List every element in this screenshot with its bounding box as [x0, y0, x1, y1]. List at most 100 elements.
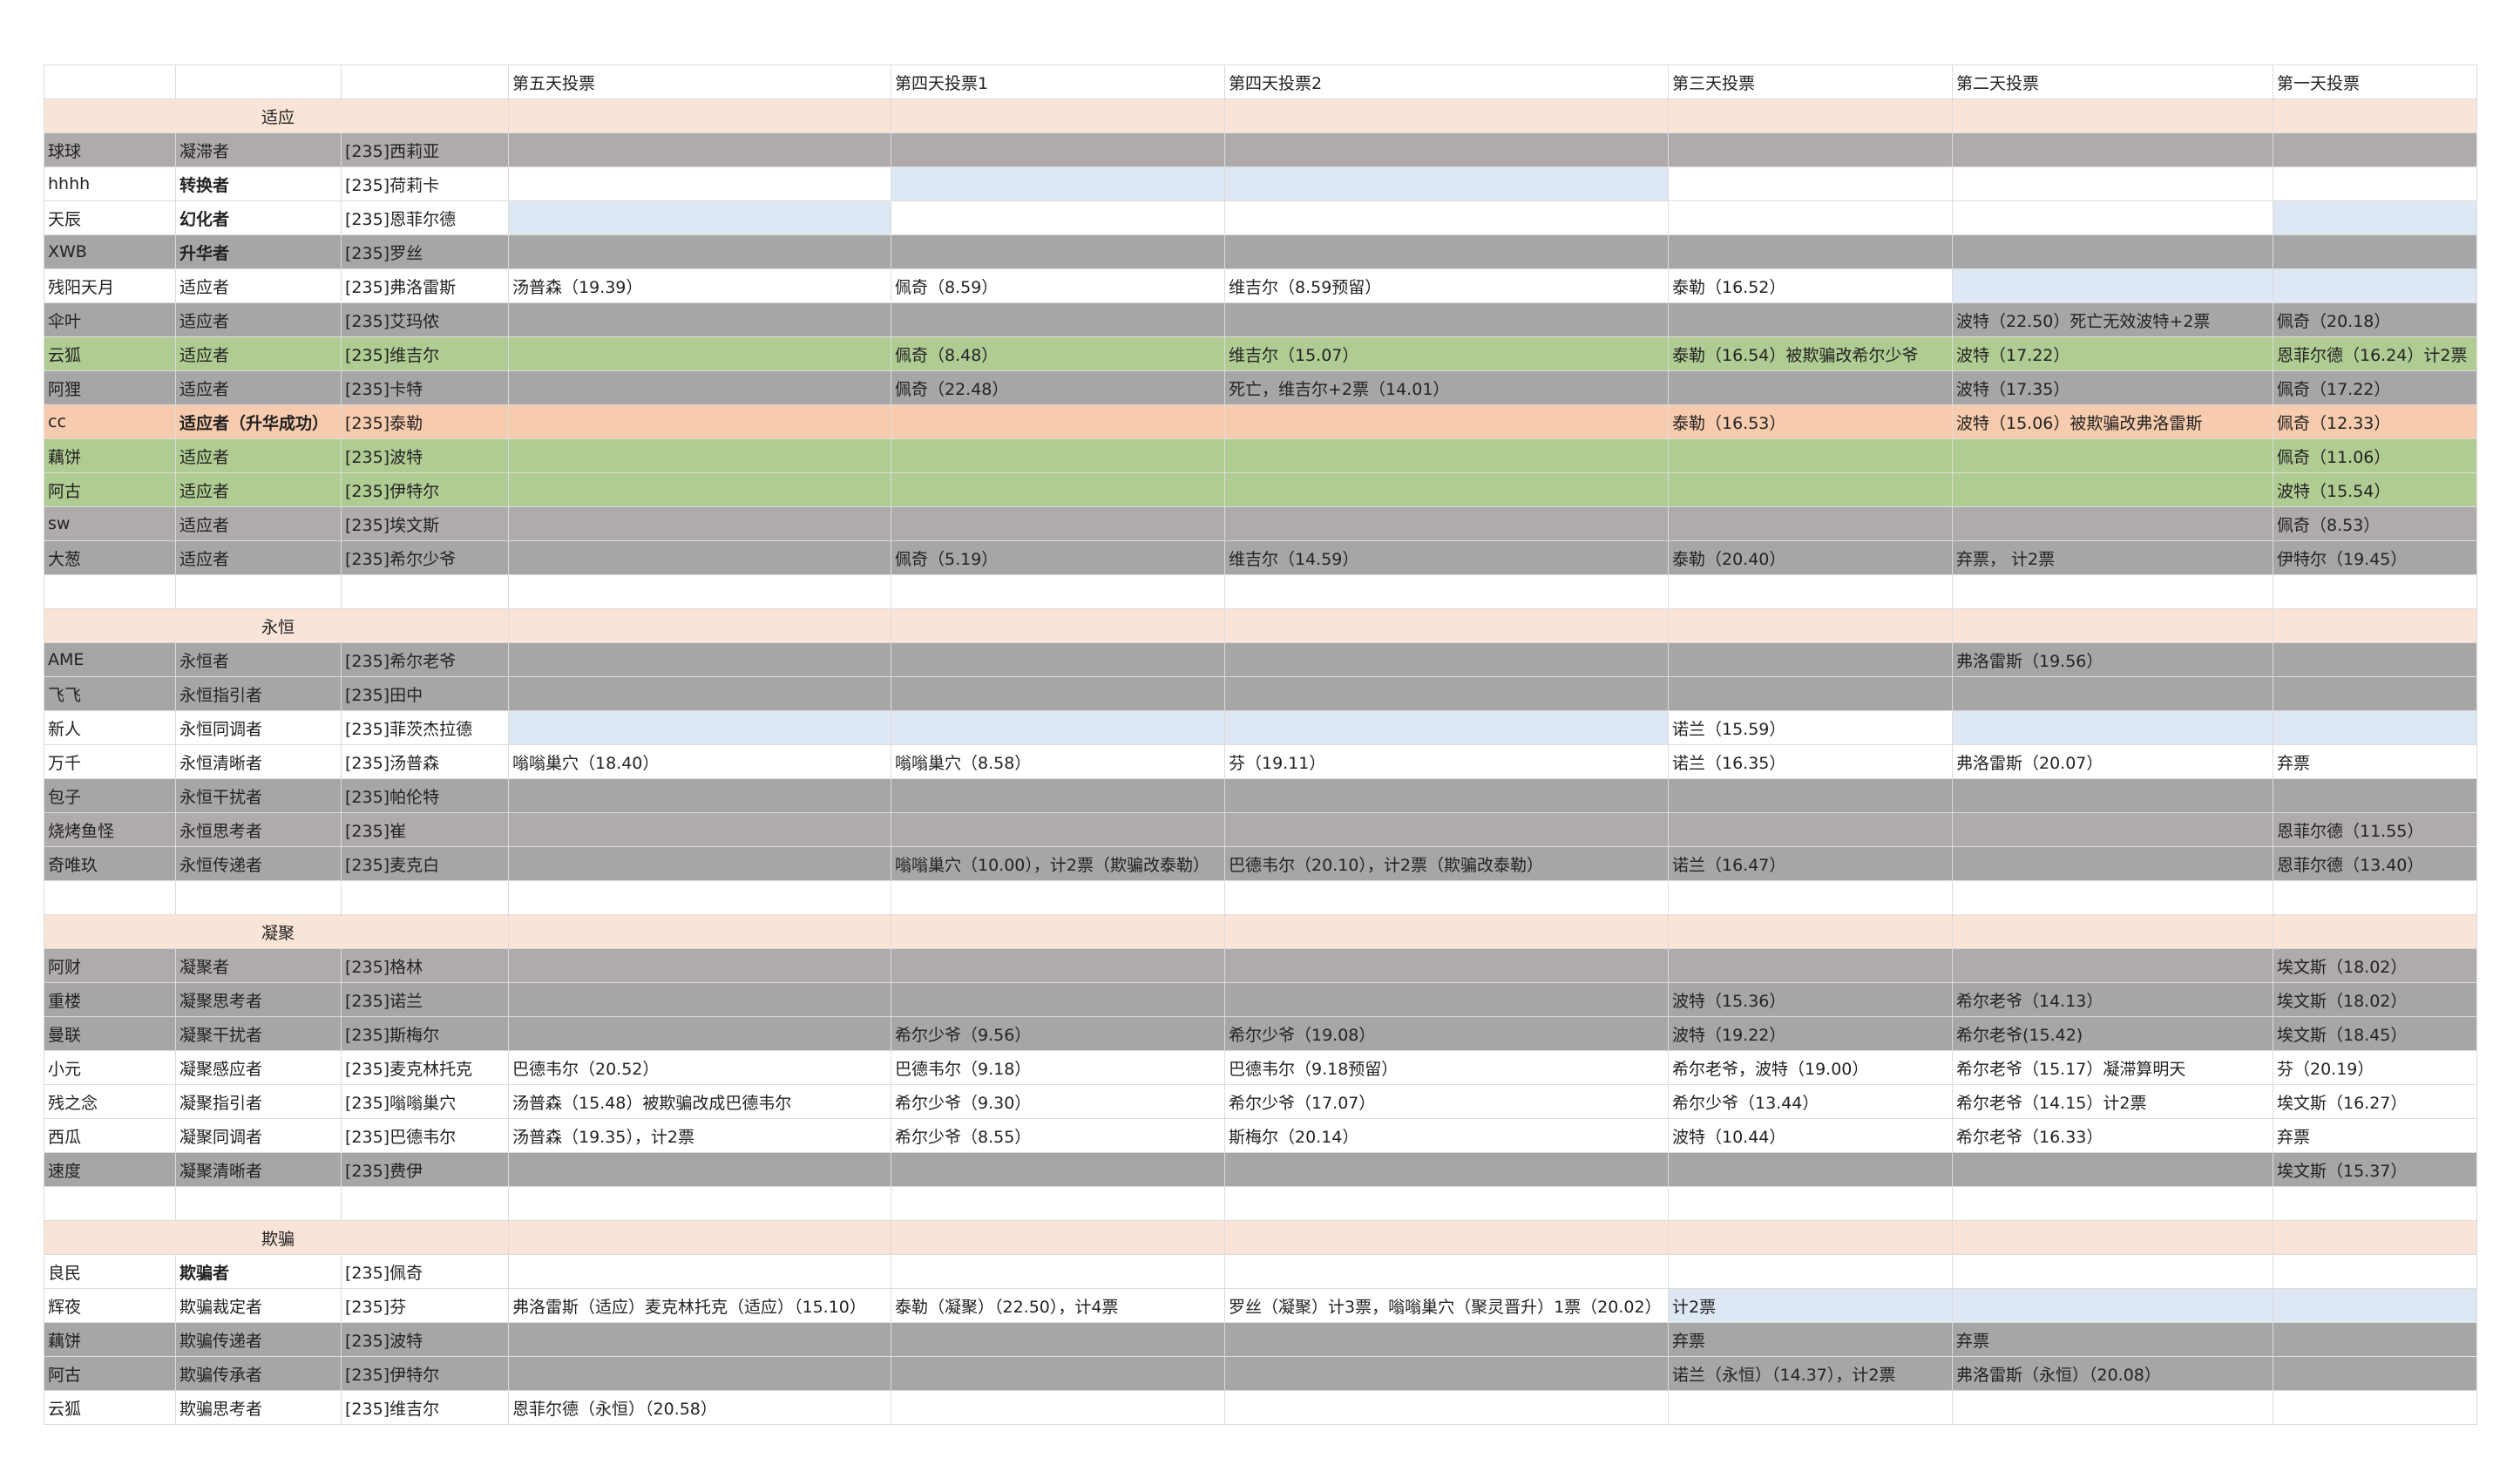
cell-character[interactable]: [235]恩菲尔德 [341, 200, 509, 235]
cell-day1[interactable]: 波特（15.54） [2273, 472, 2477, 507]
cell-character[interactable]: [235]佩奇 [341, 1254, 509, 1289]
cell-day3[interactable] [1668, 472, 1953, 507]
cell-player[interactable]: 阿古 [44, 472, 176, 507]
empty-cell[interactable] [1952, 914, 2273, 949]
cell-character[interactable]: [235]芬 [341, 1288, 509, 1323]
header-cell-day4-1[interactable]: 第四天投票1 [891, 64, 1225, 99]
empty-cell[interactable] [1224, 608, 1669, 643]
empty-cell[interactable] [1952, 98, 2273, 133]
cell-day3[interactable]: 诺兰（永恒）（14.37），计2票 [1668, 1356, 1953, 1391]
empty-cell[interactable] [1668, 880, 1953, 915]
cell-player[interactable]: 藕饼 [44, 438, 176, 473]
cell-day5[interactable]: 嗡嗡巢穴（18.40） [508, 744, 891, 779]
empty-cell[interactable] [44, 880, 176, 915]
cell-day5[interactable] [508, 642, 891, 677]
cell-day3[interactable] [1668, 1254, 1953, 1289]
cell-player[interactable]: 西瓜 [44, 1118, 176, 1153]
empty-cell[interactable] [508, 98, 891, 133]
cell-character[interactable]: [235]菲茨杰拉德 [341, 710, 509, 745]
header-cell-day3[interactable]: 第三天投票 [1668, 64, 1953, 99]
cell-day4-2[interactable] [1224, 982, 1669, 1017]
cell-day3[interactable] [1668, 132, 1953, 167]
cell-day1[interactable]: 恩菲尔德（13.40） [2273, 846, 2477, 881]
cell-role[interactable]: 欺骗传递者 [175, 1322, 342, 1357]
cell-role[interactable]: 适应者（升华成功） [175, 404, 342, 439]
cell-day1[interactable]: 埃文斯（18.02） [2273, 982, 2477, 1017]
cell-day3[interactable]: 波特（10.44） [1668, 1118, 1953, 1153]
cell-role[interactable]: 永恒干扰者 [175, 778, 342, 813]
cell-day1[interactable] [2273, 676, 2477, 711]
cell-character[interactable]: [235]波特 [341, 438, 509, 473]
cell-day4-1[interactable] [891, 982, 1225, 1017]
cell-day5[interactable] [508, 778, 891, 813]
cell-day3[interactable]: 泰勒（16.52） [1668, 268, 1953, 303]
cell-day4-1[interactable] [891, 710, 1225, 745]
empty-cell[interactable] [1952, 574, 2273, 609]
empty-cell[interactable] [1668, 914, 1953, 949]
cell-character[interactable]: [235]弗洛雷斯 [341, 268, 509, 303]
cell-day4-2[interactable] [1224, 1356, 1669, 1391]
cell-role[interactable]: 永恒指引者 [175, 676, 342, 711]
header-cell-day2[interactable]: 第二天投票 [1952, 64, 2273, 99]
cell-day3[interactable] [1668, 200, 1953, 235]
empty-cell[interactable] [2273, 608, 2477, 643]
cell-day1[interactable] [2273, 234, 2477, 269]
empty-cell[interactable] [1668, 1186, 1953, 1221]
empty-cell[interactable] [891, 608, 1225, 643]
cell-role[interactable]: 适应者 [175, 336, 342, 371]
cell-day4-1[interactable] [891, 1356, 1225, 1391]
cell-day1[interactable] [2273, 1288, 2477, 1323]
cell-day1[interactable]: 恩菲尔德（11.55） [2273, 812, 2477, 847]
empty-cell[interactable] [2273, 1186, 2477, 1221]
cell-day2[interactable]: 弗洛雷斯（永恒）（20.08） [1952, 1356, 2273, 1391]
cell-day1[interactable]: 埃文斯（18.45） [2273, 1016, 2477, 1051]
cell-day4-1[interactable]: 佩奇（8.59） [891, 268, 1225, 303]
empty-cell[interactable] [1668, 1220, 1953, 1255]
empty-cell[interactable] [341, 880, 509, 915]
cell-role[interactable]: 凝聚者 [175, 948, 342, 983]
cell-day4-1[interactable] [891, 234, 1225, 269]
empty-cell[interactable] [2273, 98, 2477, 133]
cell-day4-2[interactable] [1224, 404, 1669, 439]
empty-cell[interactable] [891, 574, 1225, 609]
cell-day4-2[interactable] [1224, 812, 1669, 847]
section-title[interactable]: 凝聚 [44, 914, 509, 949]
cell-day5[interactable] [508, 166, 891, 201]
cell-day4-1[interactable] [891, 1322, 1225, 1357]
cell-day4-2[interactable] [1224, 948, 1669, 983]
cell-day3[interactable] [1668, 676, 1953, 711]
empty-cell[interactable] [891, 880, 1225, 915]
cell-day4-1[interactable] [891, 404, 1225, 439]
cell-day4-2[interactable]: 罗丝（凝聚）计3票，嗡嗡巢穴（聚灵晋升）1票（20.02） [1224, 1288, 1669, 1323]
header-cell-day4-2[interactable]: 第四天投票2 [1224, 64, 1669, 99]
empty-cell[interactable] [1668, 98, 1953, 133]
empty-cell[interactable] [175, 880, 342, 915]
empty-cell[interactable] [175, 1186, 342, 1221]
cell-day5[interactable] [508, 200, 891, 235]
cell-player[interactable]: 云狐 [44, 1390, 176, 1425]
cell-day1[interactable] [2273, 1390, 2477, 1425]
empty-cell[interactable] [2273, 914, 2477, 949]
empty-cell[interactable] [891, 914, 1225, 949]
cell-player[interactable]: 大葱 [44, 540, 176, 575]
cell-character[interactable]: [235]帕伦特 [341, 778, 509, 813]
cell-day2[interactable]: 希尔老爷（16.33） [1952, 1118, 2273, 1153]
cell-day4-1[interactable] [891, 166, 1225, 201]
empty-cell[interactable] [891, 1220, 1225, 1255]
cell-day1[interactable] [2273, 268, 2477, 303]
cell-player[interactable]: 球球 [44, 132, 176, 167]
cell-day4-1[interactable]: 嗡嗡巢穴（10.00），计2票（欺骗改泰勒） [891, 846, 1225, 881]
cell-player[interactable]: 烧烤鱼怪 [44, 812, 176, 847]
cell-role[interactable]: 永恒思考者 [175, 812, 342, 847]
cell-day3[interactable] [1668, 438, 1953, 473]
cell-day5[interactable] [508, 948, 891, 983]
cell-day2[interactable] [1952, 846, 2273, 881]
cell-day1[interactable]: 弃票 [2273, 744, 2477, 779]
cell-day3[interactable]: 波特（19.22） [1668, 1016, 1953, 1051]
cell-day5[interactable] [508, 1356, 891, 1391]
cell-day5[interactable] [508, 1152, 891, 1187]
cell-day5[interactable] [508, 132, 891, 167]
cell-day3[interactable] [1668, 1390, 1953, 1425]
cell-day4-1[interactable] [891, 472, 1225, 507]
header-cell-day1[interactable]: 第一天投票 [2273, 64, 2477, 99]
